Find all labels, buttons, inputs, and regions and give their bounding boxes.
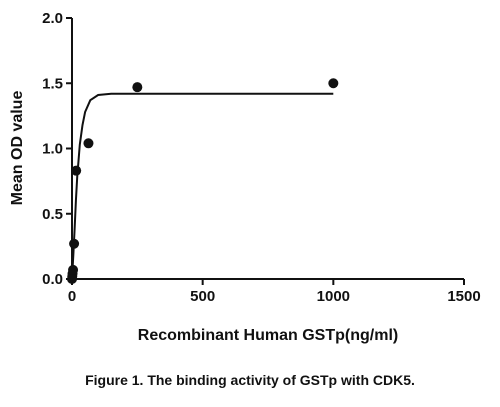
y-tick-label: 0.5 [42, 206, 63, 223]
data-point [328, 78, 339, 89]
y-tick-label: 0.0 [42, 271, 63, 288]
x-tick-label: 1000 [317, 288, 350, 305]
x-tick-label: 500 [190, 288, 215, 305]
x-tick-label: 0 [68, 288, 76, 305]
fit-curve-layer [71, 92, 334, 280]
fit-curve [71, 92, 334, 280]
data-point [69, 238, 80, 249]
y-tick-label: 2.0 [42, 10, 63, 27]
figure-caption: Figure 1. The binding activity of GSTp w… [85, 372, 415, 388]
data-point [68, 264, 79, 275]
data-point [83, 138, 94, 149]
y-axis-title: Mean OD value [9, 91, 26, 206]
y-tick-label: 1.5 [42, 75, 63, 92]
axes: 0.0 0.5 1.0 1.5 2.0 0 500 1000 1500 [42, 10, 481, 305]
x-axis-title: Recombinant Human GSTp(ng/ml) [138, 327, 398, 344]
x-tick-label: 1500 [447, 288, 480, 305]
data-point [132, 82, 143, 93]
data-point [71, 165, 82, 176]
data-points-layer [67, 78, 339, 284]
y-tick-label: 1.0 [42, 141, 63, 158]
